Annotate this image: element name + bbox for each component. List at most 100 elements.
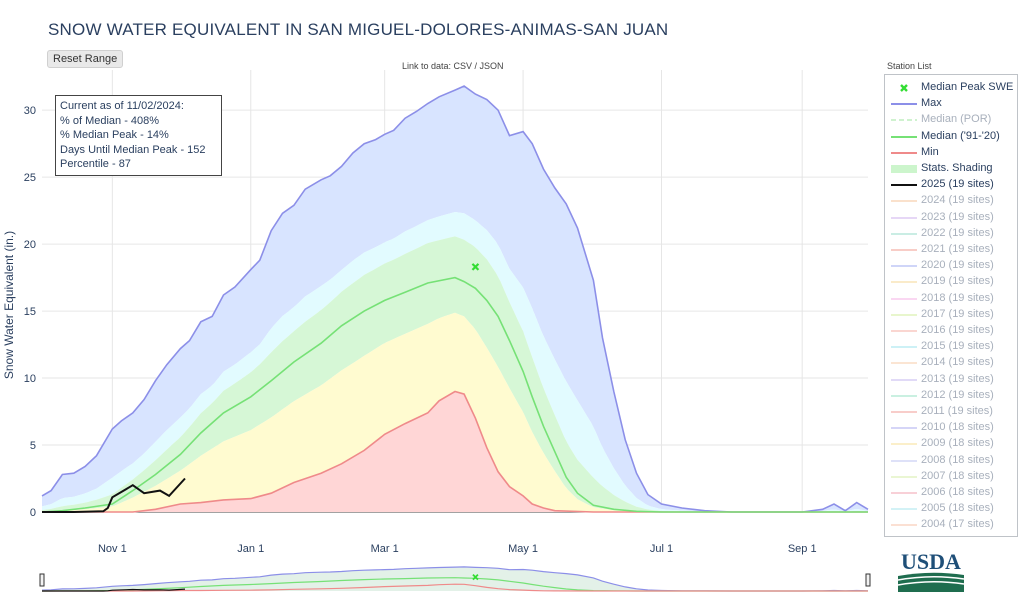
station-list-label[interactable]: Station List <box>887 61 932 71</box>
legend-label: 2023 (19 sites) <box>921 210 994 223</box>
legend-symbol-icon <box>891 313 917 316</box>
slider-max-line <box>41 566 869 592</box>
max-line <box>41 85 869 513</box>
median-line <box>41 276 868 513</box>
legend-label: 2018 (19 sites) <box>921 291 994 304</box>
reset-range-button[interactable]: Reset Range <box>47 50 124 68</box>
legend-symbol-icon <box>891 524 917 527</box>
y-tick-label: 10 <box>24 373 36 385</box>
y-axis-label: Snow Water Equivalent (in.) <box>2 231 16 379</box>
legend-symbol-icon <box>891 508 917 511</box>
legend-label: 2025 (19 sites) <box>921 178 994 191</box>
legend-symbol-icon <box>891 459 917 462</box>
legend-label: 2013 (19 sites) <box>921 372 994 385</box>
legend-label: 2014 (19 sites) <box>921 356 994 369</box>
y-tick-label: 0 <box>30 507 36 519</box>
legend-item[interactable]: 2008 (18 sites) <box>885 453 1017 469</box>
legend-label: 2016 (19 sites) <box>921 324 994 336</box>
status-line: Current as of 11/02/2024: <box>60 100 184 112</box>
legend-item[interactable]: 2013 (19 sites) <box>885 372 1017 388</box>
min-line <box>42 390 868 513</box>
slider-current-line <box>42 588 186 592</box>
legend-label: 2019 (19 sites) <box>921 275 994 288</box>
legend-symbol-icon <box>891 492 917 494</box>
legend-symbol-icon <box>891 232 917 235</box>
legend-item[interactable]: 2025 (19 sites) <box>885 177 1017 193</box>
legend-item[interactable]: 2007 (18 sites) <box>885 469 1017 485</box>
legend-item[interactable]: 2011 (19 sites) <box>885 404 1017 420</box>
legend-symbol-icon <box>891 200 917 203</box>
legend-symbol-icon <box>891 378 917 381</box>
x-tick-label: Mar 1 <box>371 543 399 555</box>
slider-right-handle[interactable] <box>865 573 871 587</box>
legend: Median Peak SWE Max Median (POR) Median ('9… <box>884 74 1018 537</box>
legend-label: Median ('91-'20) <box>921 129 1000 142</box>
legend-label: 2008 (18 sites) <box>921 453 994 466</box>
y-tick-label: 25 <box>24 172 36 184</box>
slider-left-handle[interactable] <box>39 573 45 587</box>
legend-symbol-icon <box>891 103 917 106</box>
legend-item[interactable]: 2024 (19 sites) <box>885 193 1017 209</box>
x-tick-label: Jan 1 <box>237 543 264 555</box>
legend-symbol-icon <box>891 330 917 332</box>
legend-item[interactable]: Min <box>885 145 1017 161</box>
legend-item[interactable]: 2014 (19 sites) <box>885 355 1017 371</box>
legend-item[interactable]: 2020 (19 sites) <box>885 258 1017 274</box>
band-min <box>42 391 868 512</box>
legend-symbol-icon <box>900 84 908 92</box>
legend-item[interactable]: 2022 (19 sites) <box>885 226 1017 242</box>
stats-shading <box>42 86 868 512</box>
page-title: SNOW WATER EQUIVALENT IN SAN MIGUEL-DOLO… <box>48 20 669 39</box>
legend-label: 2010 (18 sites) <box>921 421 994 434</box>
y-tick-label: 5 <box>30 440 36 452</box>
x-tick-label: Nov 1 <box>98 543 127 555</box>
range-slider[interactable] <box>39 566 871 592</box>
legend-item[interactable]: 2023 (19 sites) <box>885 210 1017 226</box>
legend-symbol-icon <box>891 135 917 138</box>
legend-item[interactable]: Median ('91-'20) <box>885 129 1017 145</box>
legend-symbol-icon <box>891 443 917 446</box>
legend-item[interactable]: Median Peak SWE <box>885 80 1017 96</box>
legend-item[interactable]: 2018 (19 sites) <box>885 291 1017 307</box>
legend-item[interactable]: 2010 (18 sites) <box>885 420 1017 436</box>
y-tick-label: 30 <box>24 105 36 117</box>
legend-item[interactable]: Stats. Shading <box>885 161 1017 177</box>
legend-symbol-icon <box>891 249 917 251</box>
slider-min-line <box>42 583 868 592</box>
legend-symbol-icon <box>891 119 917 122</box>
legend-symbol-icon <box>891 394 917 397</box>
usda-logo: USDA <box>897 549 965 592</box>
legend-label: Max <box>921 97 942 110</box>
x-tick-label: Jul 1 <box>650 543 673 555</box>
data-link[interactable]: Link to data: CSV / JSON <box>402 61 504 71</box>
y-tick-label: 15 <box>24 306 36 318</box>
legend-item[interactable]: 2015 (19 sites) <box>885 339 1017 355</box>
legend-item[interactable]: 2004 (17 sites) <box>885 517 1017 533</box>
legend-item[interactable]: 2016 (19 sites) <box>885 323 1017 339</box>
legend-item[interactable]: 2006 (18 sites) <box>885 485 1017 501</box>
legend-label: 2015 (19 sites) <box>921 340 994 353</box>
x-axis: Nov 1 Jan 1 Mar 1 May 1 Jul 1 Sep 1 <box>98 543 817 555</box>
legend-item[interactable]: Max <box>885 96 1017 112</box>
status-line: Percentile - 87 <box>60 158 131 170</box>
legend-symbol-icon <box>891 427 917 430</box>
legend-symbol-icon <box>891 165 917 173</box>
legend-label: Stats. Shading <box>921 162 993 174</box>
legend-symbol-icon <box>891 281 917 284</box>
legend-item[interactable]: 2019 (19 sites) <box>885 274 1017 290</box>
series-lines <box>41 85 869 513</box>
slider-peak-marker <box>472 573 479 581</box>
x-tick-label: Sep 1 <box>788 543 817 555</box>
legend-item[interactable]: Median (POR) <box>885 112 1017 128</box>
legend-item[interactable]: 2009 (18 sites) <box>885 436 1017 452</box>
legend-label: 2012 (19 sites) <box>921 388 994 401</box>
legend-symbol-icon <box>891 184 917 187</box>
legend-symbol-icon <box>891 411 917 413</box>
legend-item[interactable]: 2005 (18 sites) <box>885 501 1017 517</box>
legend-item[interactable]: 2017 (19 sites) <box>885 307 1017 323</box>
legend-item[interactable]: 2021 (19 sites) <box>885 242 1017 258</box>
legend-symbol-icon <box>891 362 917 365</box>
legend-item[interactable]: 2012 (19 sites) <box>885 388 1017 404</box>
legend-label: Min <box>921 145 939 158</box>
